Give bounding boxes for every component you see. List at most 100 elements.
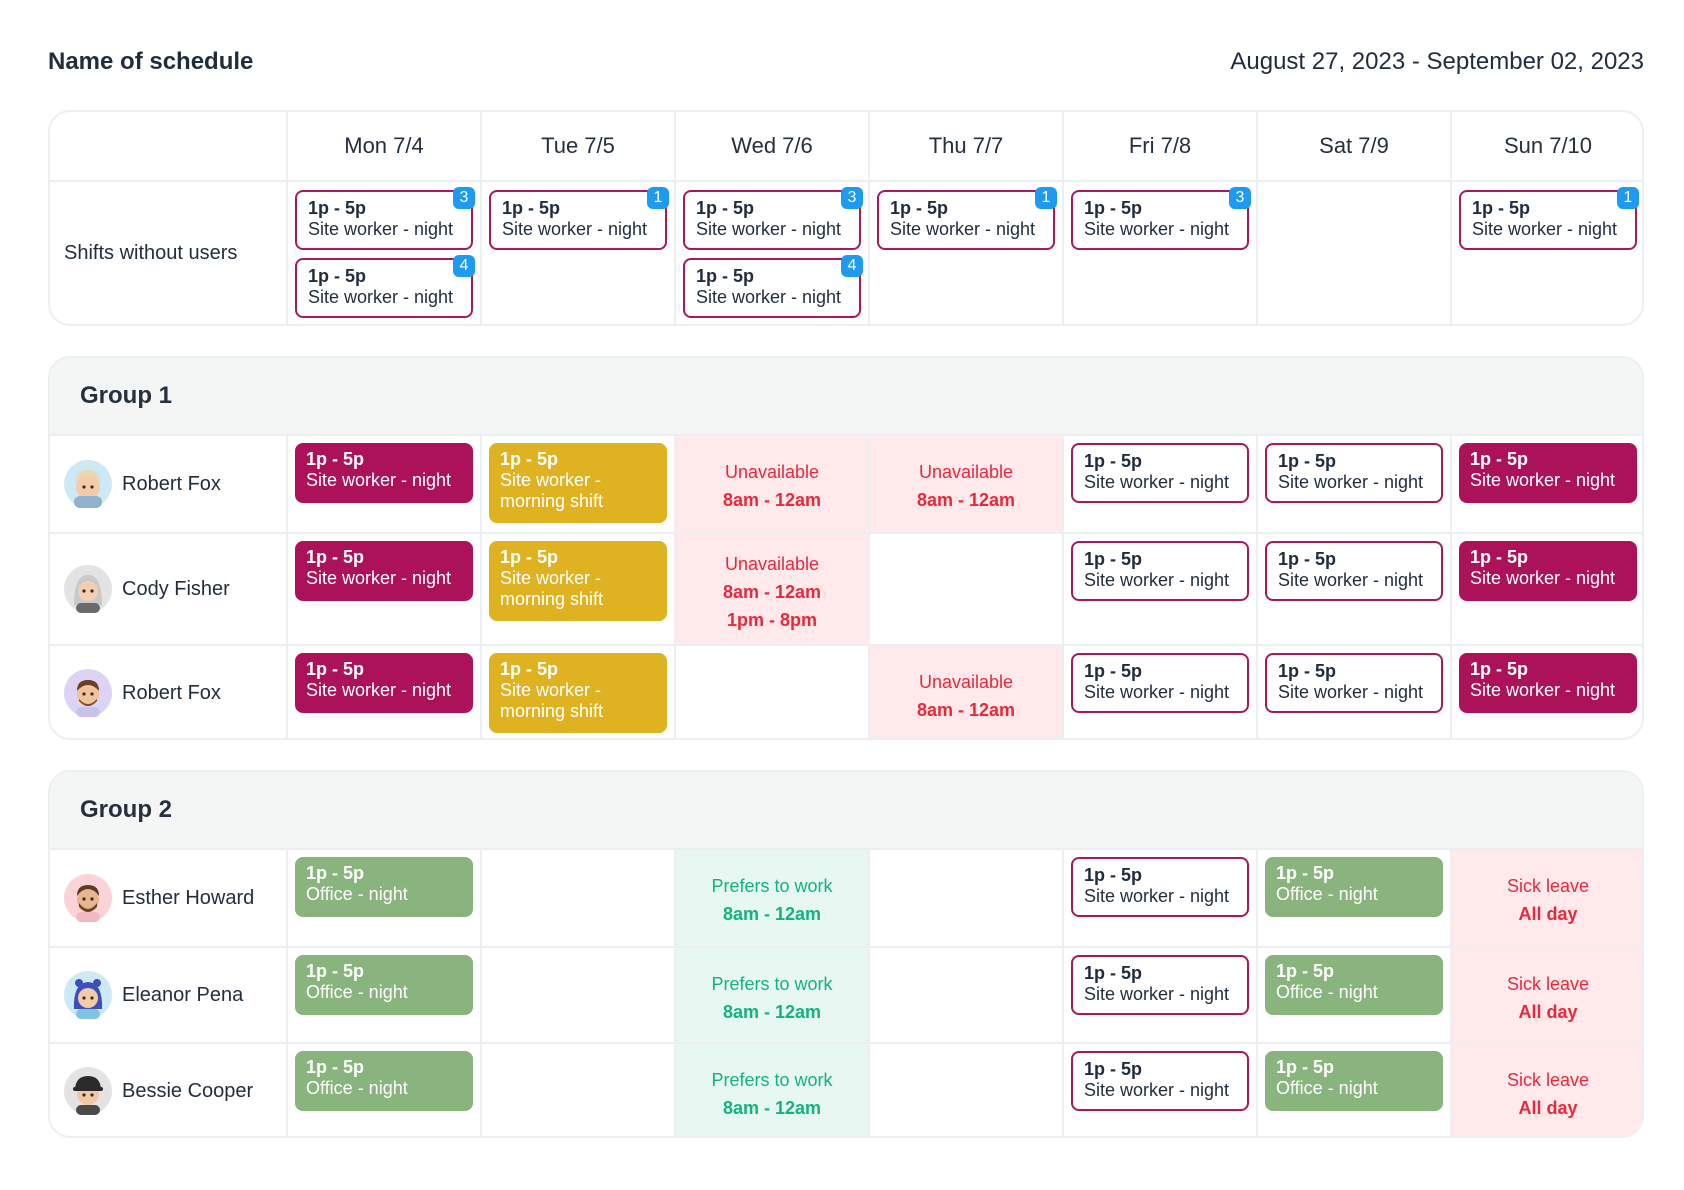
day-cell-thu[interactable]	[868, 532, 1062, 644]
shift-card[interactable]: 1p - 5p Site worker - night	[1071, 541, 1249, 601]
shift-card[interactable]: 1p - 5p Site worker - night	[1071, 443, 1249, 503]
shift-card[interactable]: 1p - 5p Office - night	[295, 857, 473, 917]
shift-card[interactable]: 1p - 5p Site worker - morning shift	[489, 653, 667, 733]
shift-card[interactable]: 1p - 5p Site worker - morning shift	[489, 443, 667, 523]
shift-card[interactable]: 1p - 5p Office - night	[295, 955, 473, 1015]
open-shift-card[interactable]: 1p - 5p Site worker - night 3	[295, 187, 475, 250]
day-cell-sun[interactable]: 1p - 5p Site worker - night	[1450, 644, 1642, 738]
open-shift-card[interactable]: 1p - 5p Site worker - night 4	[295, 255, 475, 318]
open-shift-card[interactable]: 1p - 5p Site worker - night 4	[683, 255, 863, 318]
day-cell-sat[interactable]: 1p - 5p Site worker - night	[1256, 436, 1450, 532]
shift-card[interactable]: 1p - 5p Site worker - night	[1071, 1051, 1249, 1111]
shift-card[interactable]: 1p - 5p Office - night	[295, 1051, 473, 1111]
shift-card[interactable]: 1p - 5p Site worker - night	[1071, 955, 1249, 1015]
group-title[interactable]: Group 2	[50, 772, 1642, 850]
shift-card[interactable]: 1p - 5p Office - night	[1265, 955, 1443, 1015]
day-cell-fri[interactable]: 1p - 5p Site worker - night	[1062, 532, 1256, 644]
prefers-cell[interactable]: Prefers to work 8am - 12am	[674, 946, 868, 1042]
day-cell-mon[interactable]: 1p - 5p Office - night	[286, 946, 480, 1042]
shift-card[interactable]: 1p - 5p Office - night	[1265, 1051, 1443, 1111]
day-cell-tue[interactable]: 1p - 5p Site worker - morning shift	[480, 436, 674, 532]
shift-card[interactable]: 1p - 5p Site worker - night	[295, 541, 473, 601]
open-shift-card[interactable]: 1p - 5p Site worker - night 1	[1459, 187, 1639, 250]
shift-card[interactable]: 1p - 5p Site worker - night	[1071, 653, 1249, 713]
unavailable-cell[interactable]: Unavailable 8am - 12am 1pm - 8pm	[674, 532, 868, 644]
shift-card[interactable]: 1p - 5p Site worker - night	[1265, 541, 1443, 601]
shift-card[interactable]: 1p - 5p Site worker - night	[1459, 653, 1637, 713]
open-shift-card[interactable]: 1p - 5p Site worker - night 1	[877, 187, 1057, 250]
open-shift-card[interactable]: 1p - 5p Site worker - night 3	[683, 187, 863, 250]
day-cell-tue[interactable]	[480, 1042, 674, 1136]
day-cell-thu[interactable]	[868, 1042, 1062, 1136]
prefers-cell[interactable]: Prefers to work 8am - 12am	[674, 850, 868, 946]
day-cell-tue[interactable]: 1p - 5p Site worker - morning shift	[480, 532, 674, 644]
shift-role: Site worker - night	[1470, 568, 1616, 588]
day-cell-fri[interactable]: 1p - 5p Site worker - night	[1062, 946, 1256, 1042]
shift-card[interactable]: 1p - 5p Site worker - night	[295, 443, 473, 503]
day-cell-mon[interactable]: 1p - 5p Office - night	[286, 850, 480, 946]
day-cell-mon[interactable]: 1p - 5p Site worker - night	[286, 436, 480, 532]
shift-card[interactable]: 1p - 5p Site worker - night	[1459, 541, 1637, 601]
status-label: Prefers to work	[711, 1070, 833, 1090]
day-cell-sun[interactable]: 1p - 5p Site worker - night	[1450, 436, 1642, 532]
shift-card[interactable]: 1p - 5p Site worker - morning shift	[489, 541, 667, 621]
day-cell-mon[interactable]: 1p - 5p Office - night	[286, 1042, 480, 1136]
open-shift-card[interactable]: 1p - 5p Site worker - night 3	[1071, 187, 1251, 250]
shift-card[interactable]: 1p - 5p Site worker - night	[1265, 653, 1443, 713]
day-cell-sat[interactable]: 1p - 5p Office - night	[1256, 1042, 1450, 1136]
day-cell-fri[interactable]: 1p - 5p Site worker - night	[1062, 644, 1256, 738]
employee-row-header[interactable]: Robert Fox	[50, 436, 286, 532]
status-label: Prefers to work	[711, 876, 833, 896]
day-cell-sat[interactable]: 1p - 5p Office - night	[1256, 850, 1450, 946]
shift-card[interactable]: 1p - 5p Office - night	[1265, 857, 1443, 917]
group-title[interactable]: Group 1	[50, 358, 1642, 436]
shift-role: Site worker -	[500, 470, 602, 490]
employee-row-header[interactable]: Eleanor Pena	[50, 946, 286, 1042]
unavailable-cell[interactable]: Unavailable 8am - 12am	[868, 436, 1062, 532]
date-range[interactable]: August 27, 2023 - September 02, 2023	[1230, 48, 1644, 75]
employee-row-header[interactable]: Esther Howard	[50, 850, 286, 946]
shift-role: Site worker -	[500, 680, 602, 700]
shift-role: Site worker -	[500, 568, 602, 588]
unavailable-cell[interactable]: Unavailable 8am - 12am	[868, 644, 1062, 738]
sick-leave-cell[interactable]: Sick leave All day	[1450, 946, 1642, 1042]
day-cell-sat[interactable]: 1p - 5p Site worker - night	[1256, 644, 1450, 738]
day-cell-thu[interactable]	[868, 850, 1062, 946]
day-cell-mon[interactable]: 1p - 5p Site worker - night	[286, 532, 480, 644]
day-cell-wed[interactable]	[674, 644, 868, 738]
open-shift-card[interactable]: 1p - 5p Site worker - night 1	[489, 187, 669, 250]
shift-time: 1p - 5p	[1084, 963, 1143, 983]
sick-leave-cell[interactable]: Sick leave All day	[1450, 850, 1642, 946]
day-cell-sun[interactable]: 1p - 5p Site worker - night	[1450, 532, 1642, 644]
day-cell-sat[interactable]: 1p - 5p Site worker - night	[1256, 532, 1450, 644]
day-cell-thu[interactable]	[868, 946, 1062, 1042]
day-cell-sat[interactable]: 1p - 5p Office - night	[1256, 946, 1450, 1042]
day-cell-fri[interactable]: 1p - 5p Site worker - night	[1062, 850, 1256, 946]
day-cell-fri[interactable]: 1p - 5p Site worker - night	[1062, 1042, 1256, 1136]
employee-row-header[interactable]: Bessie Cooper	[50, 1042, 286, 1136]
shift-card[interactable]: 1p - 5p Site worker - night	[295, 653, 473, 713]
shift-card[interactable]: 1p - 5p Site worker - night	[1265, 443, 1443, 503]
prefers-cell[interactable]: Prefers to work 8am - 12am	[674, 1042, 868, 1136]
unassigned-cell-sat[interactable]	[1256, 180, 1450, 324]
employee-row-header[interactable]: Robert Fox	[50, 644, 286, 738]
shift-card[interactable]: 1p - 5p Site worker - night	[1459, 443, 1637, 503]
shift-role: Site worker - night	[1278, 570, 1424, 590]
day-cell-fri[interactable]: 1p - 5p Site worker - night	[1062, 436, 1256, 532]
sick-leave-cell[interactable]: Sick leave All day	[1450, 1042, 1642, 1136]
unavailable-cell[interactable]: Unavailable 8am - 12am	[674, 436, 868, 532]
day-cell-tue[interactable]: 1p - 5p Site worker - morning shift	[480, 644, 674, 738]
avatar-icon	[73, 979, 103, 1019]
shift-card[interactable]: 1p - 5p Site worker - night	[1071, 857, 1249, 917]
day-cell-tue[interactable]	[480, 946, 674, 1042]
shift-time: 1p - 5p	[1470, 449, 1529, 469]
employee-row-header[interactable]: Cody Fisher	[50, 532, 286, 644]
shift-time: 1p - 5p	[1084, 451, 1143, 471]
day-cell-mon[interactable]: 1p - 5p Site worker - night	[286, 644, 480, 738]
shift-role: Site worker - night	[1084, 570, 1230, 590]
employee-name: Eleanor Pena	[122, 983, 244, 1006]
employee-name: Esther Howard	[122, 886, 255, 909]
day-cell-tue[interactable]	[480, 850, 674, 946]
shift-time: 1p - 5p	[1276, 863, 1335, 883]
avatar-icon	[73, 1076, 103, 1115]
